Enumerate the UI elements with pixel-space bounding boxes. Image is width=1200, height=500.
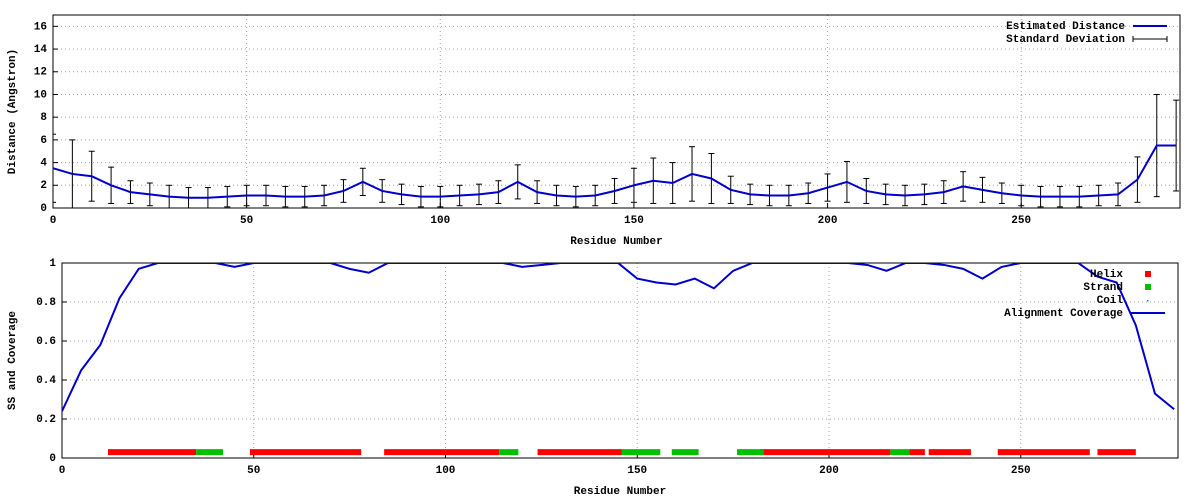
ss-segment bbox=[249, 449, 362, 456]
plot-area bbox=[62, 263, 1175, 456]
error-bar bbox=[53, 133, 56, 203]
y-tick-label: 0.2 bbox=[36, 414, 56, 426]
y-tick-label: 0.6 bbox=[36, 336, 56, 348]
data-line bbox=[62, 263, 1175, 412]
x-axis-label: Residue Number bbox=[570, 236, 662, 248]
y-tick-label: 0 bbox=[40, 203, 47, 215]
plot: 0 0.2 0.4 0.6 0.8 1 0 50 100 150 200 250 Residue Num… bbox=[7, 258, 1179, 498]
y-tick-label: 10 bbox=[34, 89, 47, 101]
x-tick-label: 200 bbox=[819, 465, 839, 477]
ss-segment bbox=[1097, 449, 1136, 456]
x-axis-label: Residue Number bbox=[574, 486, 666, 498]
ss-segment bbox=[108, 449, 197, 456]
plot: 0 2 4 6 8 10 12 14 16 0 50 100 150 200 250 Residue Numb… bbox=[7, 14, 1181, 248]
ss-segment bbox=[759, 449, 891, 456]
x-tick-label: 250 bbox=[1011, 215, 1031, 227]
ss-segment bbox=[997, 449, 1090, 456]
plot-frame bbox=[52, 14, 1181, 209]
y-tick-label: 6 bbox=[40, 135, 47, 147]
ss-segment bbox=[499, 449, 519, 456]
ss-segment bbox=[196, 449, 224, 456]
y-tick-label: 2 bbox=[40, 180, 47, 192]
x-tick-label: 100 bbox=[430, 215, 450, 227]
data-line bbox=[53, 144, 1177, 199]
x-tick-label: 200 bbox=[818, 215, 838, 227]
legend-swatch bbox=[1147, 300, 1149, 302]
ss-segment bbox=[671, 449, 699, 456]
ss-segment bbox=[928, 449, 971, 456]
x-tick-label: 100 bbox=[436, 465, 456, 477]
ss-segment bbox=[384, 449, 500, 456]
y-tick-label: 8 bbox=[40, 112, 47, 124]
plot-frame bbox=[61, 262, 1179, 459]
legend-label: Coil bbox=[1097, 295, 1124, 307]
ss-segment bbox=[909, 449, 925, 456]
y-tick-label: 4 bbox=[40, 157, 47, 169]
y-tick-label: 16 bbox=[34, 21, 47, 33]
x-tick-label: 50 bbox=[240, 215, 253, 227]
y-tick-label: 12 bbox=[34, 67, 47, 79]
y-tick-label: 0 bbox=[49, 453, 56, 465]
x-tick-label: 0 bbox=[50, 215, 57, 227]
legend-label: Strand bbox=[1083, 282, 1123, 294]
y-tick-label: 0.8 bbox=[36, 297, 56, 309]
x-tick-label: 150 bbox=[624, 215, 644, 227]
plot-area bbox=[53, 93, 1180, 208]
legend-swatch bbox=[1145, 284, 1151, 290]
x-tick-label: 250 bbox=[1011, 465, 1031, 477]
legend-label: Helix bbox=[1090, 269, 1123, 281]
legend-label: Estimated Distance bbox=[1006, 21, 1125, 33]
legend-swatch bbox=[1145, 271, 1151, 277]
y-axis-label: Distance (Angstron) bbox=[7, 49, 19, 174]
y-axis-label: SS and Coverage bbox=[7, 311, 19, 410]
y-tick-label: 0.4 bbox=[36, 375, 56, 387]
legend-label: Standard Deviation bbox=[1006, 34, 1125, 46]
ss-segment bbox=[890, 449, 910, 456]
ss-segment bbox=[621, 449, 661, 456]
ss-segment bbox=[537, 449, 622, 456]
ss-segment bbox=[736, 449, 764, 456]
y-tick-label: 14 bbox=[34, 44, 48, 56]
y-tick-label: 1 bbox=[49, 258, 56, 270]
x-tick-label: 0 bbox=[59, 465, 66, 477]
legend-label: Alignment Coverage bbox=[1004, 308, 1123, 320]
x-tick-label: 50 bbox=[247, 465, 260, 477]
x-tick-label: 150 bbox=[627, 465, 647, 477]
